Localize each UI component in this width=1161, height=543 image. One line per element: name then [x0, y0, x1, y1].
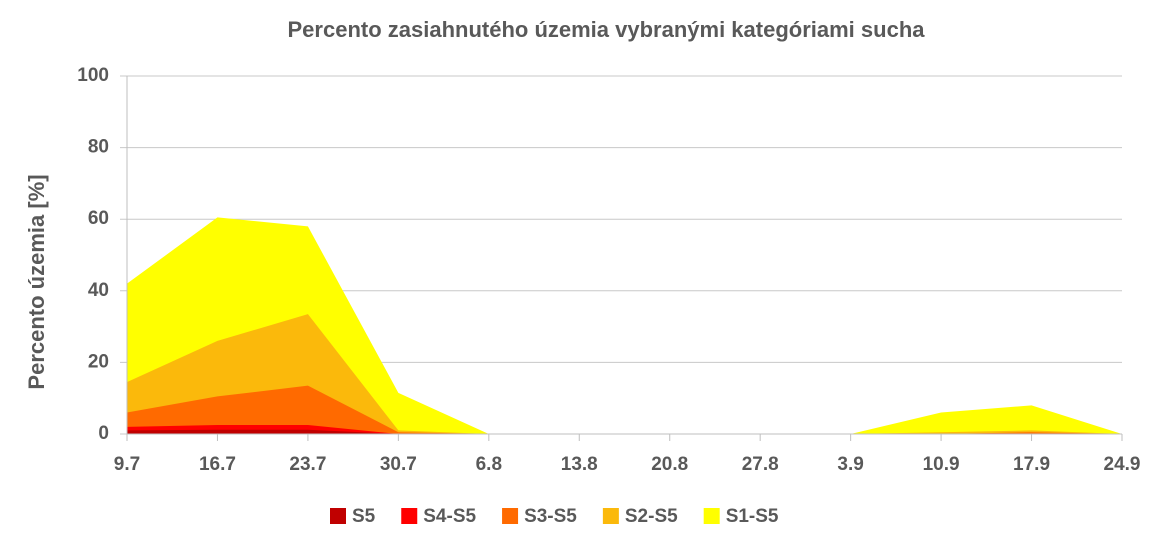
- x-tick-label: 23.7: [289, 454, 326, 475]
- legend-label: S2-S5: [625, 506, 678, 527]
- y-tick-label: 60: [88, 208, 109, 229]
- x-tick-label: 20.8: [651, 454, 688, 475]
- chart-title: Percento zasiahnutého územia vybranými k…: [288, 17, 926, 42]
- legend-label: S1-S5: [726, 506, 779, 527]
- y-tick-label: 20: [88, 351, 109, 372]
- y-tick-label: 100: [77, 65, 109, 86]
- legend-swatch: [602, 508, 619, 524]
- legend-label: S4-S5: [423, 506, 476, 527]
- x-tick-label: 16.7: [199, 454, 236, 475]
- legend-swatch: [502, 508, 519, 524]
- x-tick-label: 27.8: [742, 454, 779, 475]
- legend-swatch: [703, 508, 720, 524]
- area: [127, 385, 1122, 434]
- y-tick-label: 0: [98, 423, 109, 444]
- x-tick-label: 3.9: [837, 454, 863, 475]
- area: [127, 217, 1122, 434]
- legend-label: S5: [352, 506, 376, 527]
- legend-swatch: [401, 508, 418, 524]
- x-tick-label: 9.7: [114, 454, 140, 475]
- area: [127, 425, 1122, 434]
- y-tick-label: 80: [88, 137, 109, 158]
- x-tick-label: 13.8: [561, 454, 598, 475]
- x-tick-label: 6.8: [476, 454, 502, 475]
- legend-swatch: [330, 508, 346, 524]
- x-tick-label: 10.9: [923, 454, 960, 475]
- x-tick-label: 17.9: [1013, 454, 1050, 475]
- y-axis-label: Percento územia [%]: [24, 174, 49, 389]
- x-tick-label: 30.7: [380, 454, 417, 475]
- legend-label: S3-S5: [524, 506, 577, 527]
- area: [127, 314, 1122, 434]
- x-tick-label: 24.9: [1104, 454, 1141, 475]
- y-tick-label: 40: [88, 280, 109, 301]
